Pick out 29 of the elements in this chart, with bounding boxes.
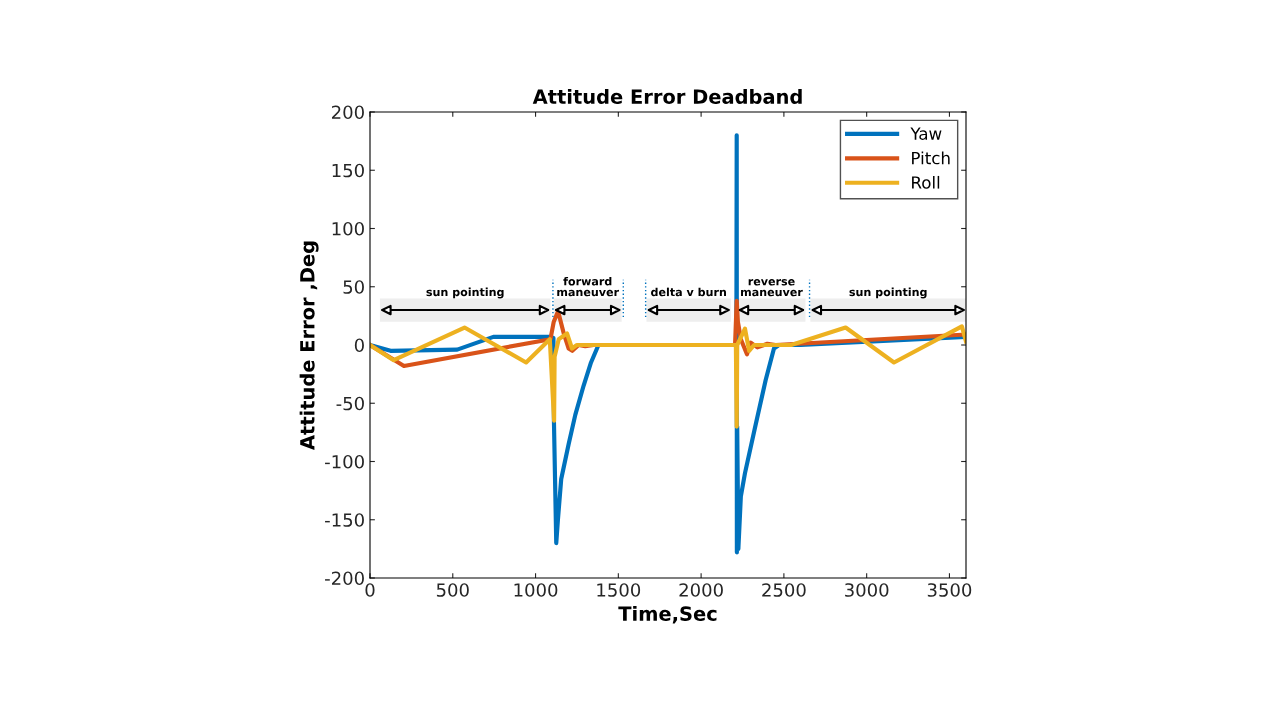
x-tick-label: 3000 <box>845 583 889 597</box>
band-label: delta v burn <box>651 287 726 297</box>
band-label: sun pointing <box>849 287 927 299</box>
y-axis-title: Attitude Error ,Deg <box>299 241 319 450</box>
y-tick-label: -50 <box>336 396 364 411</box>
x-tick-label: 3500 <box>927 583 972 597</box>
y-tick-label: -200 <box>325 571 364 586</box>
y-tick-label: -150 <box>325 513 364 527</box>
x-tick-label: 1000 <box>514 583 558 597</box>
x-tick-label: 0 <box>365 583 375 597</box>
legend-label: Pitch <box>912 151 950 165</box>
y-tick-label: 0 <box>354 338 364 353</box>
y-tick-label: -100 <box>325 454 364 469</box>
x-tick-label: 2500 <box>762 583 806 597</box>
y-tick-label: 200 <box>332 105 364 120</box>
line-series <box>370 324 966 429</box>
chart-title: Attitude Error Deadband <box>532 88 802 104</box>
band-label: reverse maneuver <box>741 279 803 297</box>
y-tick-label: 150 <box>332 163 364 178</box>
x-tick-label: 1500 <box>597 583 641 597</box>
y-tick-label: 100 <box>332 221 364 236</box>
band-label: forward maneuver <box>557 276 620 297</box>
x-tick-label: 2000 <box>679 583 723 597</box>
x-tick-label: 500 <box>436 583 469 597</box>
legend-label: Roll <box>912 175 940 189</box>
x-axis-title: Time,Sec <box>618 605 717 624</box>
legend-label: Yaw <box>910 127 942 140</box>
band-label: sun pointing <box>426 287 504 299</box>
y-tick-label: 50 <box>343 280 364 294</box>
